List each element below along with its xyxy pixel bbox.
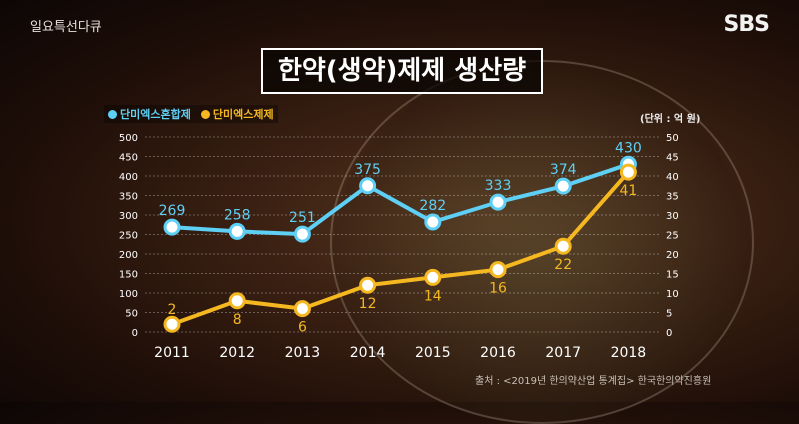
data-label: 16 xyxy=(489,281,507,297)
y-left-tick: 100 xyxy=(119,289,138,300)
data-point xyxy=(424,213,442,231)
x-tick: 2018 xyxy=(611,345,647,361)
data-label: 22 xyxy=(554,257,572,273)
y-right-tick: 30 xyxy=(666,211,679,222)
y-left-tick: 250 xyxy=(119,231,138,242)
data-point xyxy=(293,300,311,318)
data-point xyxy=(489,261,507,279)
data-label: 14 xyxy=(424,288,442,304)
y-right-tick: 20 xyxy=(666,250,679,261)
data-label: 374 xyxy=(550,162,577,178)
data-label: 2 xyxy=(168,302,177,318)
y-left-tick: 350 xyxy=(119,192,138,203)
data-label: 375 xyxy=(354,162,381,178)
data-point xyxy=(228,292,246,310)
program-name: 일요특선다큐 xyxy=(30,20,102,35)
data-point xyxy=(489,193,507,211)
y-right-tick: 10 xyxy=(666,289,679,300)
y-right-tick: 45 xyxy=(666,153,679,164)
y-right-tick: 5 xyxy=(666,309,672,320)
y-left-tick: 500 xyxy=(119,133,138,144)
series-line-0 xyxy=(171,162,630,237)
data-point xyxy=(293,225,311,243)
y-right-tick: 15 xyxy=(666,270,679,281)
y-right-tick: 40 xyxy=(666,172,679,183)
x-tick: 2014 xyxy=(350,345,386,361)
x-tick: 2012 xyxy=(219,345,255,361)
data-label: 333 xyxy=(485,178,512,194)
y-right-tick: 35 xyxy=(666,192,679,203)
y-left-tick: 300 xyxy=(119,211,138,222)
y-left-tick: 150 xyxy=(119,270,138,281)
data-point xyxy=(163,218,181,236)
legend-dot-icon xyxy=(200,110,210,119)
data-point xyxy=(359,276,377,294)
data-label: 12 xyxy=(359,296,377,312)
data-label: 282 xyxy=(419,198,446,214)
data-point xyxy=(619,163,637,181)
legend-label: 단미엑스제제 xyxy=(212,108,274,121)
data-point xyxy=(163,315,181,333)
legend-dot-icon xyxy=(108,110,117,119)
y-left-tick: 50 xyxy=(125,309,138,320)
legend-item-mixed: 단미엑스혼합제 xyxy=(108,106,191,122)
line-chart: 0501001502002503003504004505000510152025… xyxy=(119,133,679,361)
unit-label: (단위 : 억 원) xyxy=(640,114,701,125)
data-point xyxy=(424,268,442,286)
background-bowl xyxy=(330,60,754,424)
y-right-tick: 50 xyxy=(666,133,679,144)
legend: 단미엑스혼합제 단미엑스제제 xyxy=(104,105,278,123)
data-label: 251 xyxy=(289,210,316,226)
y-right-tick: 0 xyxy=(666,328,672,339)
legend-item-single: 단미엑스제제 xyxy=(200,106,274,122)
x-tick: 2015 xyxy=(415,345,451,361)
y-right-tick: 25 xyxy=(666,231,679,242)
y-left-tick: 400 xyxy=(119,172,138,183)
y-left-tick: 200 xyxy=(119,250,138,261)
sbs-logo: SBS xyxy=(723,12,770,37)
data-label: 41 xyxy=(619,183,637,199)
x-tick: 2011 xyxy=(154,345,190,361)
series-line-1 xyxy=(171,170,630,327)
data-label: 430 xyxy=(615,140,642,156)
data-point xyxy=(359,177,377,195)
source-note: 출처 : <2019년 한의약산업 통계집> 한국한의약진흥원 xyxy=(475,376,712,387)
x-tick: 2016 xyxy=(480,345,516,361)
data-point xyxy=(554,237,572,255)
data-label: 269 xyxy=(159,203,186,219)
x-tick: 2017 xyxy=(545,345,581,361)
data-point xyxy=(228,222,246,240)
y-left-tick: 450 xyxy=(119,153,138,164)
y-left-tick: 0 xyxy=(132,328,138,339)
chart-title: 한약(생약)제제 생산량 xyxy=(261,48,543,94)
legend-label: 단미엑스혼합제 xyxy=(120,108,191,121)
data-label: 258 xyxy=(224,207,251,223)
data-label: 6 xyxy=(298,320,307,336)
data-point xyxy=(554,177,572,195)
x-tick: 2013 xyxy=(285,345,321,361)
data-label: 8 xyxy=(233,312,242,328)
